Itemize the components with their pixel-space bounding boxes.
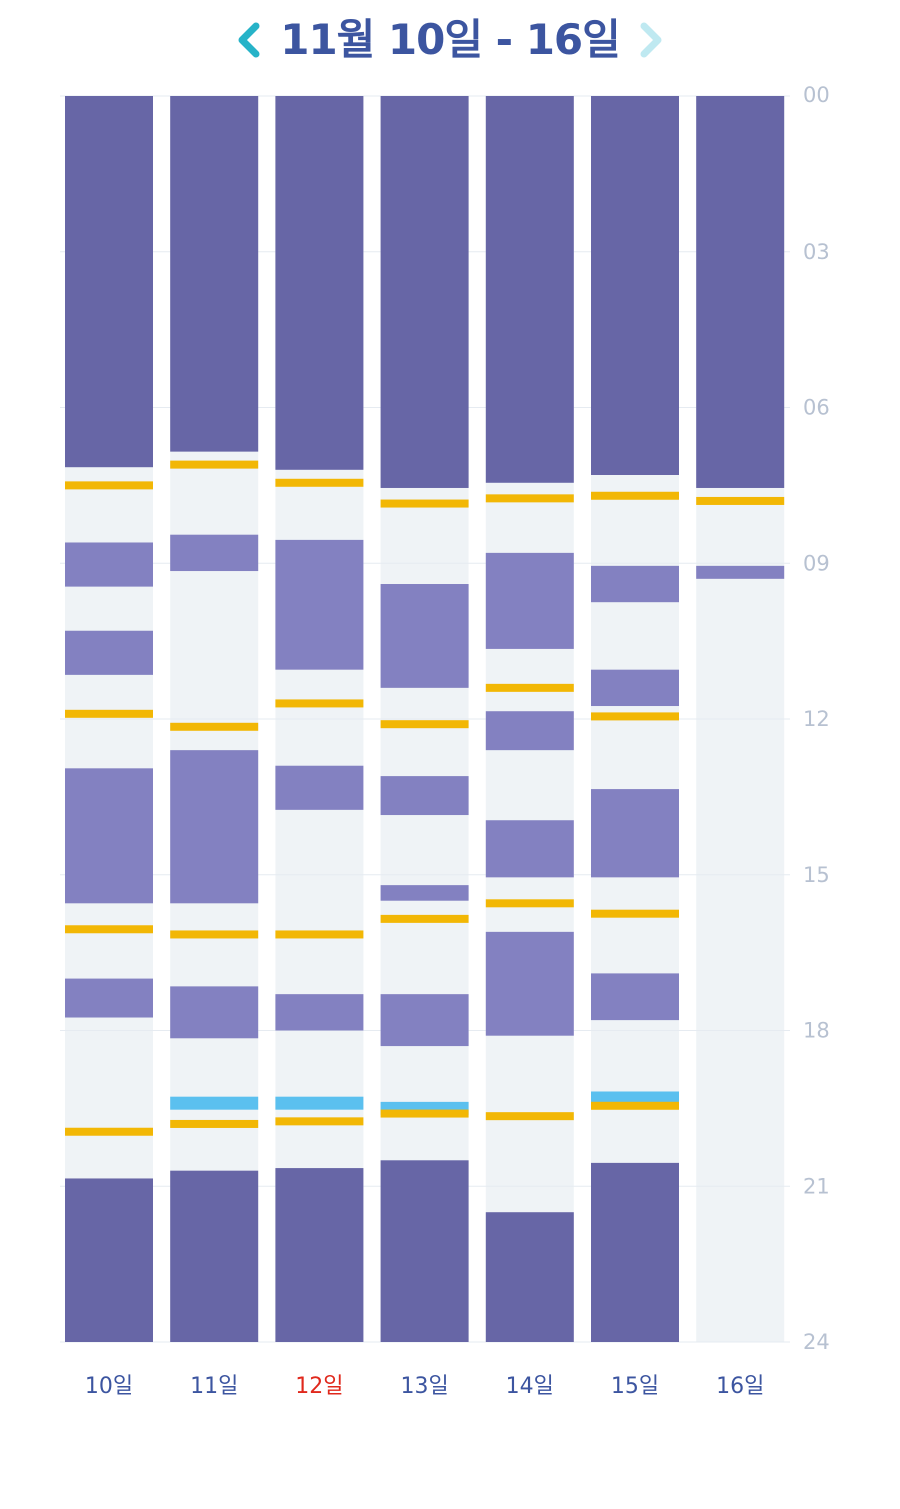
- nap-bar: [591, 789, 679, 878]
- night-sleep-bar: [696, 96, 785, 488]
- hour-tick-label: 15: [803, 863, 830, 887]
- nap-bar: [696, 565, 785, 579]
- nap-bar: [170, 750, 259, 904]
- night-sleep-bar: [65, 96, 153, 468]
- nap-bar: [65, 630, 153, 675]
- day-label: 10일: [85, 1374, 133, 1399]
- feeding-marker: [380, 499, 469, 508]
- night-sleep-bar: [170, 96, 259, 452]
- feeding-marker: [380, 1109, 469, 1118]
- night-sleep-bar: [591, 96, 679, 475]
- nap-bar: [275, 765, 364, 810]
- chevron-left-icon: [238, 22, 260, 58]
- nap-bar: [485, 931, 574, 1036]
- hour-tick-label: 21: [803, 1174, 830, 1198]
- night-sleep-bar: [275, 96, 364, 470]
- nap-bar: [170, 986, 259, 1039]
- feeding-marker: [591, 712, 679, 721]
- feeding-marker: [485, 494, 574, 503]
- hour-tick-label: 09: [803, 551, 830, 575]
- feeding-marker: [170, 722, 259, 731]
- nap-bar: [65, 978, 153, 1018]
- feeding-marker: [485, 899, 574, 908]
- bath-marker: [275, 1096, 364, 1110]
- night-sleep-bar: [170, 1170, 259, 1342]
- bath-marker: [591, 1091, 679, 1105]
- nap-bar: [380, 776, 469, 816]
- nap-bar: [591, 669, 679, 707]
- day-label: 12일: [295, 1374, 343, 1399]
- night-sleep-bar: [65, 1178, 153, 1342]
- day-label: 13일: [400, 1374, 448, 1399]
- week-header: 11월 10일 - 16일: [0, 0, 900, 85]
- nap-bar: [275, 539, 364, 670]
- day-label: 16일: [716, 1374, 764, 1399]
- nap-bar: [65, 768, 153, 904]
- day-label: 11일: [190, 1374, 238, 1399]
- feeding-marker: [380, 914, 469, 923]
- feeding-marker: [591, 1101, 679, 1110]
- feeding-marker: [65, 925, 153, 934]
- week-range-title: 11월 10일 - 16일: [280, 15, 621, 64]
- feeding-marker: [275, 478, 364, 487]
- nap-bar: [170, 534, 259, 572]
- hour-tick-label: 06: [803, 396, 830, 420]
- feeding-marker: [170, 460, 259, 469]
- next-week-button[interactable]: [622, 12, 678, 68]
- night-sleep-bar: [485, 96, 574, 483]
- night-sleep-bar: [591, 1162, 679, 1342]
- day-label: 14일: [506, 1374, 554, 1399]
- feeding-marker: [591, 909, 679, 918]
- night-sleep-bar: [485, 1212, 574, 1342]
- nap-bar: [591, 565, 679, 603]
- feeding-marker: [170, 930, 259, 939]
- feeding-marker: [275, 1117, 364, 1126]
- hour-tick-label: 00: [803, 83, 830, 107]
- nap-bar: [485, 820, 574, 878]
- nap-bar: [380, 994, 469, 1047]
- night-sleep-bar: [275, 1168, 364, 1342]
- feeding-marker: [65, 481, 153, 490]
- feeding-marker: [275, 930, 364, 939]
- nap-bar: [485, 711, 574, 751]
- feeding-marker: [485, 683, 574, 692]
- nap-bar: [485, 552, 574, 649]
- feeding-marker: [380, 720, 469, 729]
- hour-tick-label: 24: [803, 1330, 830, 1354]
- hour-tick-label: 12: [803, 707, 830, 731]
- feeding-marker: [591, 491, 679, 500]
- feeding-marker: [485, 1112, 574, 1121]
- feeding-marker: [275, 699, 364, 708]
- nap-bar: [380, 885, 469, 901]
- day-label: 15일: [611, 1374, 659, 1399]
- nap-bar: [591, 973, 679, 1021]
- feeding-marker: [170, 1119, 259, 1128]
- night-sleep-bar: [380, 1160, 469, 1342]
- nap-bar: [65, 542, 153, 587]
- feeding-marker: [696, 496, 785, 505]
- bath-marker: [170, 1096, 259, 1110]
- nap-bar: [380, 584, 469, 688]
- feeding-marker: [65, 709, 153, 718]
- prev-week-button[interactable]: [222, 12, 278, 68]
- chevron-right-icon: [640, 22, 662, 58]
- hour-tick-label: 03: [803, 240, 830, 264]
- hour-tick-label: 18: [803, 1019, 830, 1043]
- nap-bar: [275, 994, 364, 1031]
- feeding-marker: [65, 1127, 153, 1136]
- night-sleep-bar: [380, 96, 469, 488]
